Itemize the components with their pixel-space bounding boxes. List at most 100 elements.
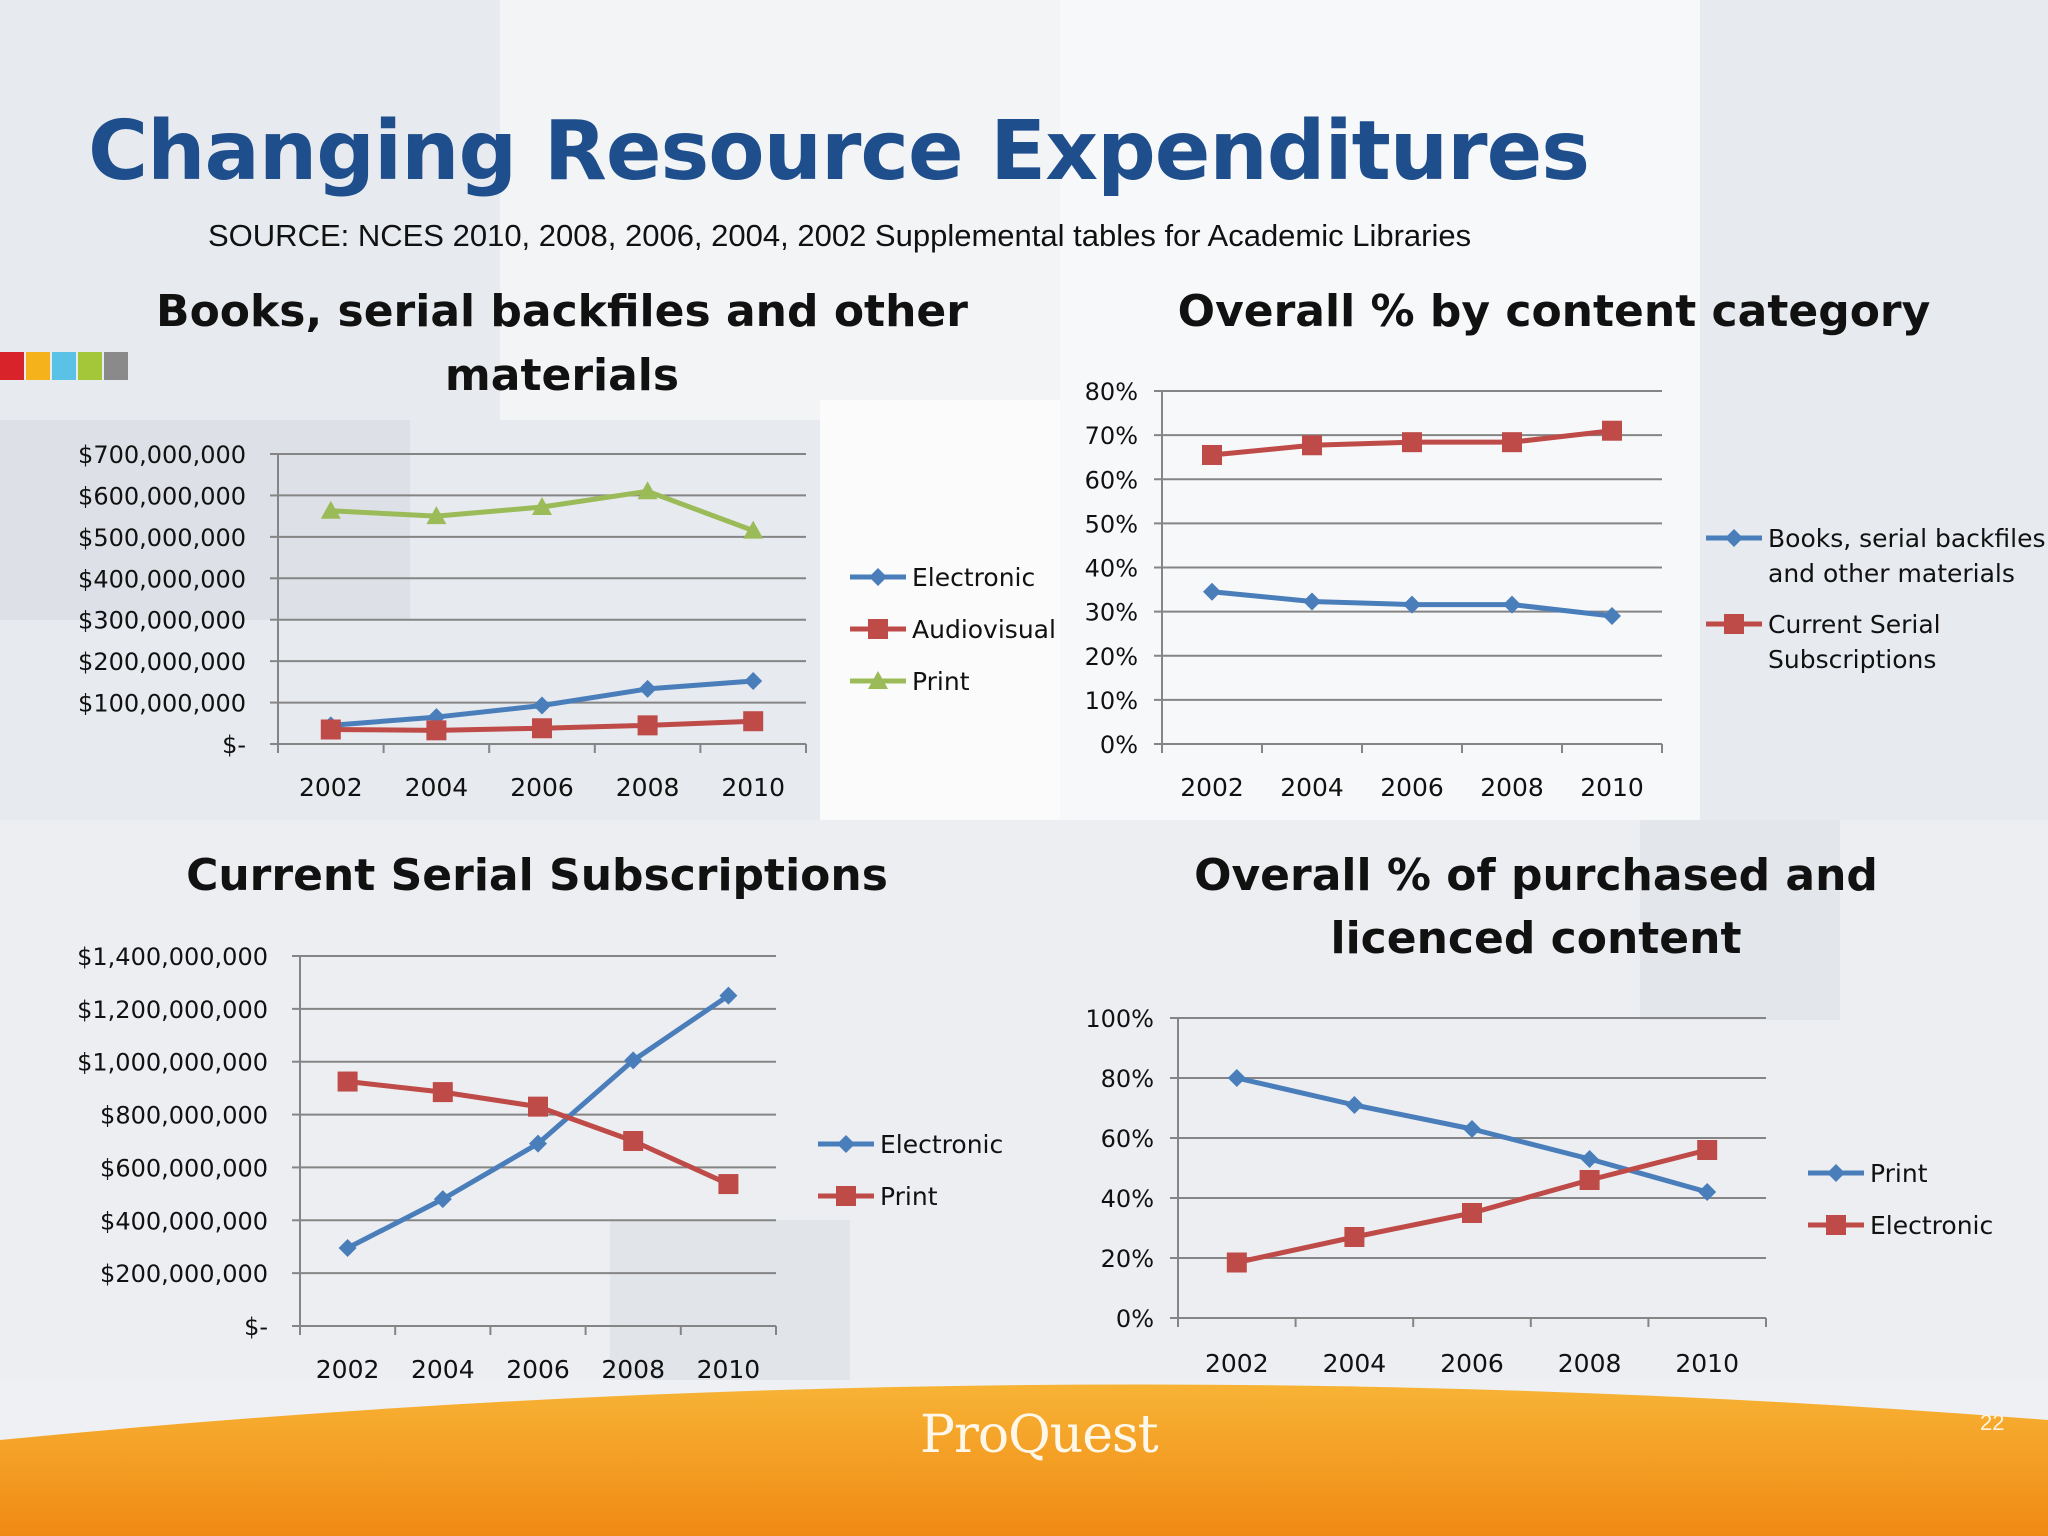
data-point: [1203, 582, 1221, 601]
data-point: [638, 679, 657, 698]
chart-title: Books, serial backfiles and other: [156, 286, 968, 337]
legend-marker: [1826, 1215, 1846, 1235]
legend-marker: [869, 568, 887, 586]
data-point: [1402, 432, 1422, 453]
data-point: [1602, 420, 1622, 441]
legend-marker: [1724, 614, 1744, 634]
x-tick-label: 2006: [506, 1355, 570, 1384]
y-tick-label: 40%: [1101, 1185, 1154, 1213]
y-tick-label: $600,000,000: [78, 482, 246, 510]
legend-label: Print: [1870, 1159, 1928, 1188]
x-tick-label: 2004: [1323, 1349, 1387, 1378]
source-note: SOURCE: NCES 2010, 2008, 2006, 2004, 200…: [208, 218, 1472, 253]
y-tick-label: $-: [244, 1313, 268, 1341]
y-tick-label: $300,000,000: [78, 607, 246, 635]
data-point: [338, 1239, 357, 1258]
y-tick-label: $1,200,000,000: [77, 996, 268, 1024]
yellow-square: [26, 352, 50, 380]
x-tick-label: 2002: [316, 1355, 380, 1384]
x-tick-label: 2008: [616, 773, 680, 802]
background-block: [1640, 820, 1840, 1020]
y-tick-label: 50%: [1085, 510, 1138, 538]
data-point: [426, 720, 447, 741]
legend-label: Books, serial backfiles: [1768, 524, 2046, 553]
x-tick-label: 2004: [405, 773, 469, 802]
data-point: [743, 520, 764, 539]
legend-marker: [836, 1186, 856, 1206]
chart-title: materials: [445, 350, 679, 401]
legend-marker: [1725, 529, 1743, 547]
data-point: [433, 1190, 452, 1209]
gray-square: [104, 352, 128, 380]
chart-title: Current Serial Subscriptions: [186, 850, 888, 901]
chart-3: Current Serial Subscriptions $- $200,000,0…: [77, 850, 1003, 1384]
x-tick-label: 2006: [1440, 1349, 1504, 1378]
y-tick-label: 40%: [1085, 555, 1138, 583]
y-tick-label: 70%: [1085, 422, 1138, 450]
y-tick-label: 20%: [1101, 1245, 1154, 1273]
data-point: [623, 1131, 644, 1151]
background-block: [1060, 0, 1700, 820]
y-tick-label: $200,000,000: [78, 648, 246, 676]
chart-1: Books, serial backfiles and other materia…: [78, 286, 1056, 802]
data-point: [1303, 592, 1321, 611]
cyan-square: [52, 352, 76, 380]
data-point: [637, 715, 658, 736]
y-tick-label: 60%: [1101, 1125, 1154, 1153]
legend-label: Electronic: [912, 563, 1035, 592]
legend-marker: [837, 1135, 855, 1153]
x-tick-label: 2010: [697, 1355, 761, 1384]
y-tick-label: $500,000,000: [78, 524, 246, 552]
legend-label: Audiovisual: [912, 615, 1056, 644]
decorative-color-squares: [0, 352, 130, 380]
data-point: [1698, 1183, 1717, 1201]
y-tick-label: $800,000,000: [100, 1102, 268, 1130]
y-tick-label: 20%: [1085, 643, 1138, 671]
x-tick-label: 2008: [1480, 773, 1544, 802]
data-point: [1580, 1150, 1599, 1168]
x-tick-label: 2002: [1205, 1349, 1269, 1378]
y-tick-label: $-: [222, 731, 246, 759]
page-number: 22: [1980, 1410, 2005, 1435]
x-tick-label: 2006: [510, 773, 574, 802]
data-point: [320, 500, 341, 519]
y-tick-label: 0%: [1100, 731, 1138, 759]
data-point: [743, 711, 764, 732]
legend-marker: [868, 619, 888, 639]
data-point: [529, 1134, 547, 1153]
data-point: [624, 1051, 643, 1070]
legend-label: Electronic: [880, 1130, 1003, 1159]
data-point: [1345, 1096, 1364, 1114]
data-point: [1603, 607, 1621, 626]
background-block: [500, 0, 1060, 420]
y-tick-label: $600,000,000: [100, 1154, 268, 1182]
legend-marker: [1827, 1164, 1845, 1182]
data-point: [1227, 1069, 1246, 1087]
legend-label: Electronic: [1870, 1211, 1993, 1240]
x-tick-label: 2002: [1180, 773, 1244, 802]
data-point: [1462, 1203, 1482, 1223]
green-square: [78, 352, 102, 380]
data-point: [744, 672, 763, 691]
legend-label: Print: [912, 667, 970, 696]
chart-title: licenced content: [1330, 913, 1741, 964]
data-point: [532, 497, 552, 516]
data-point: [1302, 435, 1322, 456]
data-point: [1503, 595, 1521, 614]
x-tick-label: 2010: [1580, 773, 1644, 802]
background-block: [820, 400, 1060, 820]
y-tick-label: $400,000,000: [100, 1207, 268, 1235]
background-block: [610, 1220, 850, 1380]
x-tick-label: 2008: [1558, 1349, 1622, 1378]
data-point: [718, 1174, 739, 1195]
slide-title: Changing Resource Expenditures: [88, 104, 1590, 199]
legend-marker: [868, 671, 888, 689]
y-tick-label: $700,000,000: [78, 441, 246, 469]
red-square: [0, 352, 24, 380]
chart-title: Overall % by content category: [1178, 286, 1931, 337]
proquest-logo: ProQuest: [920, 1405, 1159, 1465]
legend-label: Current Serial: [1768, 610, 1941, 639]
y-tick-label: $200,000,000: [100, 1260, 268, 1288]
legend-label: Print: [880, 1182, 938, 1211]
